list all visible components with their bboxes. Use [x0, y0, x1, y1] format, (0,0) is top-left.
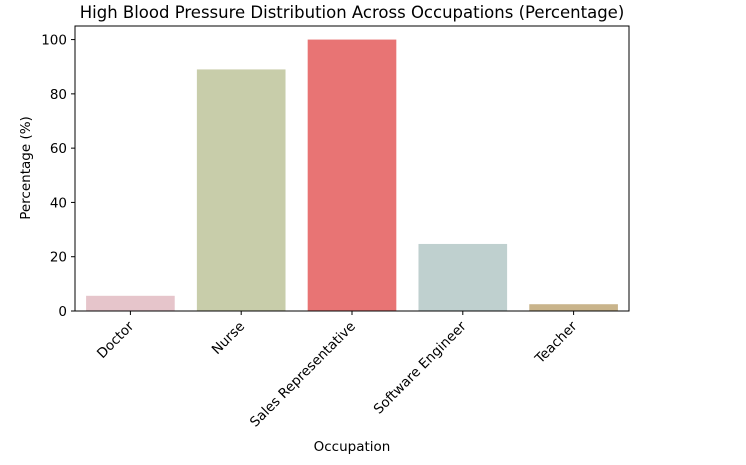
y-axis-ticks: 0 20 40 60 80 100 [41, 33, 75, 320]
x-tick-label: Doctor [94, 318, 138, 362]
plot-frame [74, 25, 630, 312]
y-tick-label: 40 [50, 195, 67, 211]
bar-doctor [86, 295, 175, 311]
x-tick-label: Software Engineer [371, 318, 470, 417]
chart-title: High Blood Pressure Distribution Across … [80, 3, 625, 22]
bar-teacher [529, 304, 618, 311]
x-axis-label: Occupation [314, 439, 391, 455]
x-tick-label: Sales Representative [247, 319, 359, 431]
y-tick-label: 80 [50, 87, 67, 103]
y-tick-label: 0 [58, 304, 67, 320]
bar-nurse [196, 69, 286, 311]
bar-software-engineer [418, 243, 508, 311]
y-tick-label: 20 [50, 250, 67, 266]
y-axis-label: Percentage (%) [18, 116, 34, 220]
bar-sales-representative [307, 39, 397, 311]
x-tick-label: Nurse [209, 319, 248, 358]
y-tick-label: 60 [50, 141, 67, 157]
y-tick-label: 100 [41, 33, 67, 49]
bars-group [86, 39, 618, 311]
x-tick-label: Teacher [531, 318, 580, 367]
